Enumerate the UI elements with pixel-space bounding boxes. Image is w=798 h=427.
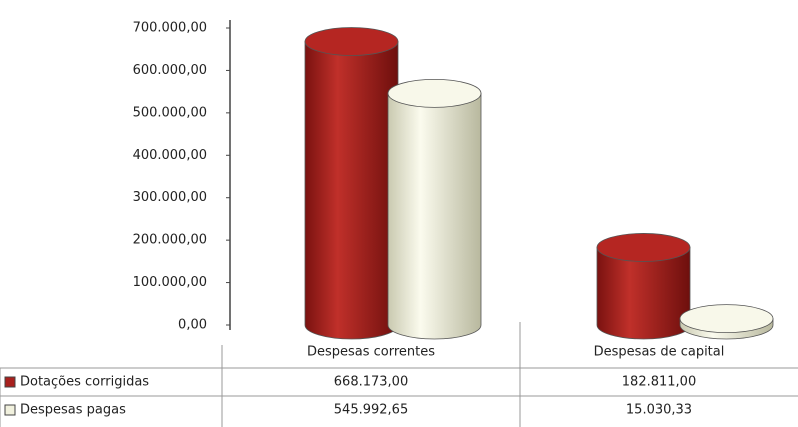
value-label: 182.811,00: [622, 375, 696, 390]
cylinder-top: [596, 233, 691, 262]
y-tick-label: 0,00: [178, 318, 207, 333]
legend-swatch: [4, 404, 16, 416]
y-tick-label: 200.000,00: [133, 233, 207, 248]
value-label: 545.992,65: [334, 403, 408, 418]
value-label: 15.030,33: [626, 403, 692, 418]
cylinder-top: [679, 304, 774, 334]
cylinder: [304, 41, 399, 340]
y-tick-label: 400.000,00: [133, 148, 207, 163]
value-label: 668.173,00: [334, 375, 408, 390]
y-tick-label: 600.000,00: [133, 63, 207, 78]
y-tick-label: 500.000,00: [133, 105, 207, 120]
y-tick-label: 100.000,00: [133, 275, 207, 290]
category-label: Despesas correntes: [307, 345, 435, 360]
y-tick-label: 300.000,00: [133, 190, 207, 205]
cylinder-top: [387, 78, 482, 108]
legend-label: Despesas pagas: [20, 403, 126, 418]
cylinder-top: [304, 27, 399, 56]
legend-swatch: [4, 376, 16, 388]
y-tick-label: 700.000,00: [133, 21, 207, 36]
legend-label: Dotações corrigidas: [20, 375, 149, 390]
category-label: Despesas de capital: [594, 345, 725, 360]
cylinder: [387, 92, 482, 340]
